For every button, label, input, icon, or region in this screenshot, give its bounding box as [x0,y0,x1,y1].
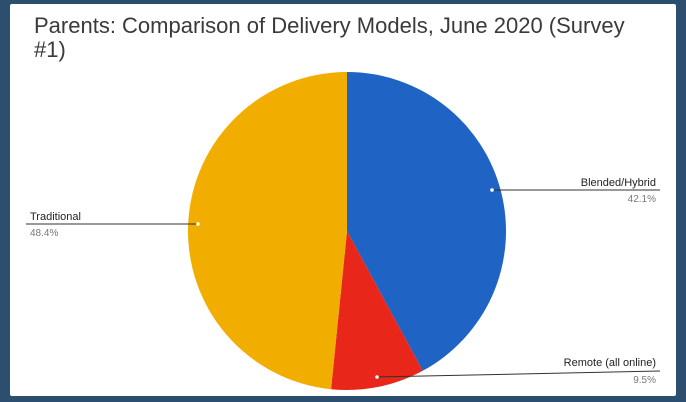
leader-line-remote [376,370,661,378]
pie-slice-traditional [188,72,347,390]
slice-value-blended: 42.1% [628,194,656,205]
slice-label-blended: Blended/Hybrid [581,177,656,189]
chart-card: Parents: Comparison of Delivery Models, … [10,4,676,396]
slice-label-group-traditional: Traditional 48.4% [26,211,200,239]
leader-dot-traditional [196,222,200,226]
leader-dot-remote [375,375,379,379]
slice-label-group-remote: Remote (all online) 9.5% [375,357,661,386]
slice-value-remote: 9.5% [633,375,656,386]
slice-label-traditional: Traditional [30,211,81,223]
pie-slice-remote-all-online [331,231,423,390]
pie-chart: Blended/Hybrid 42.1% Remote (all online)… [26,72,661,390]
slice-label-remote: Remote (all online) [564,357,656,369]
slice-label-group-blended: Blended/Hybrid 42.1% [490,177,660,205]
leader-dot-blended [490,188,494,192]
chart-title: Parents: Comparison of Delivery Models, … [34,13,625,62]
slice-value-traditional: 48.4% [30,228,58,239]
pie-slices [188,72,506,390]
pie-slice-blended-hybrid [347,72,506,371]
